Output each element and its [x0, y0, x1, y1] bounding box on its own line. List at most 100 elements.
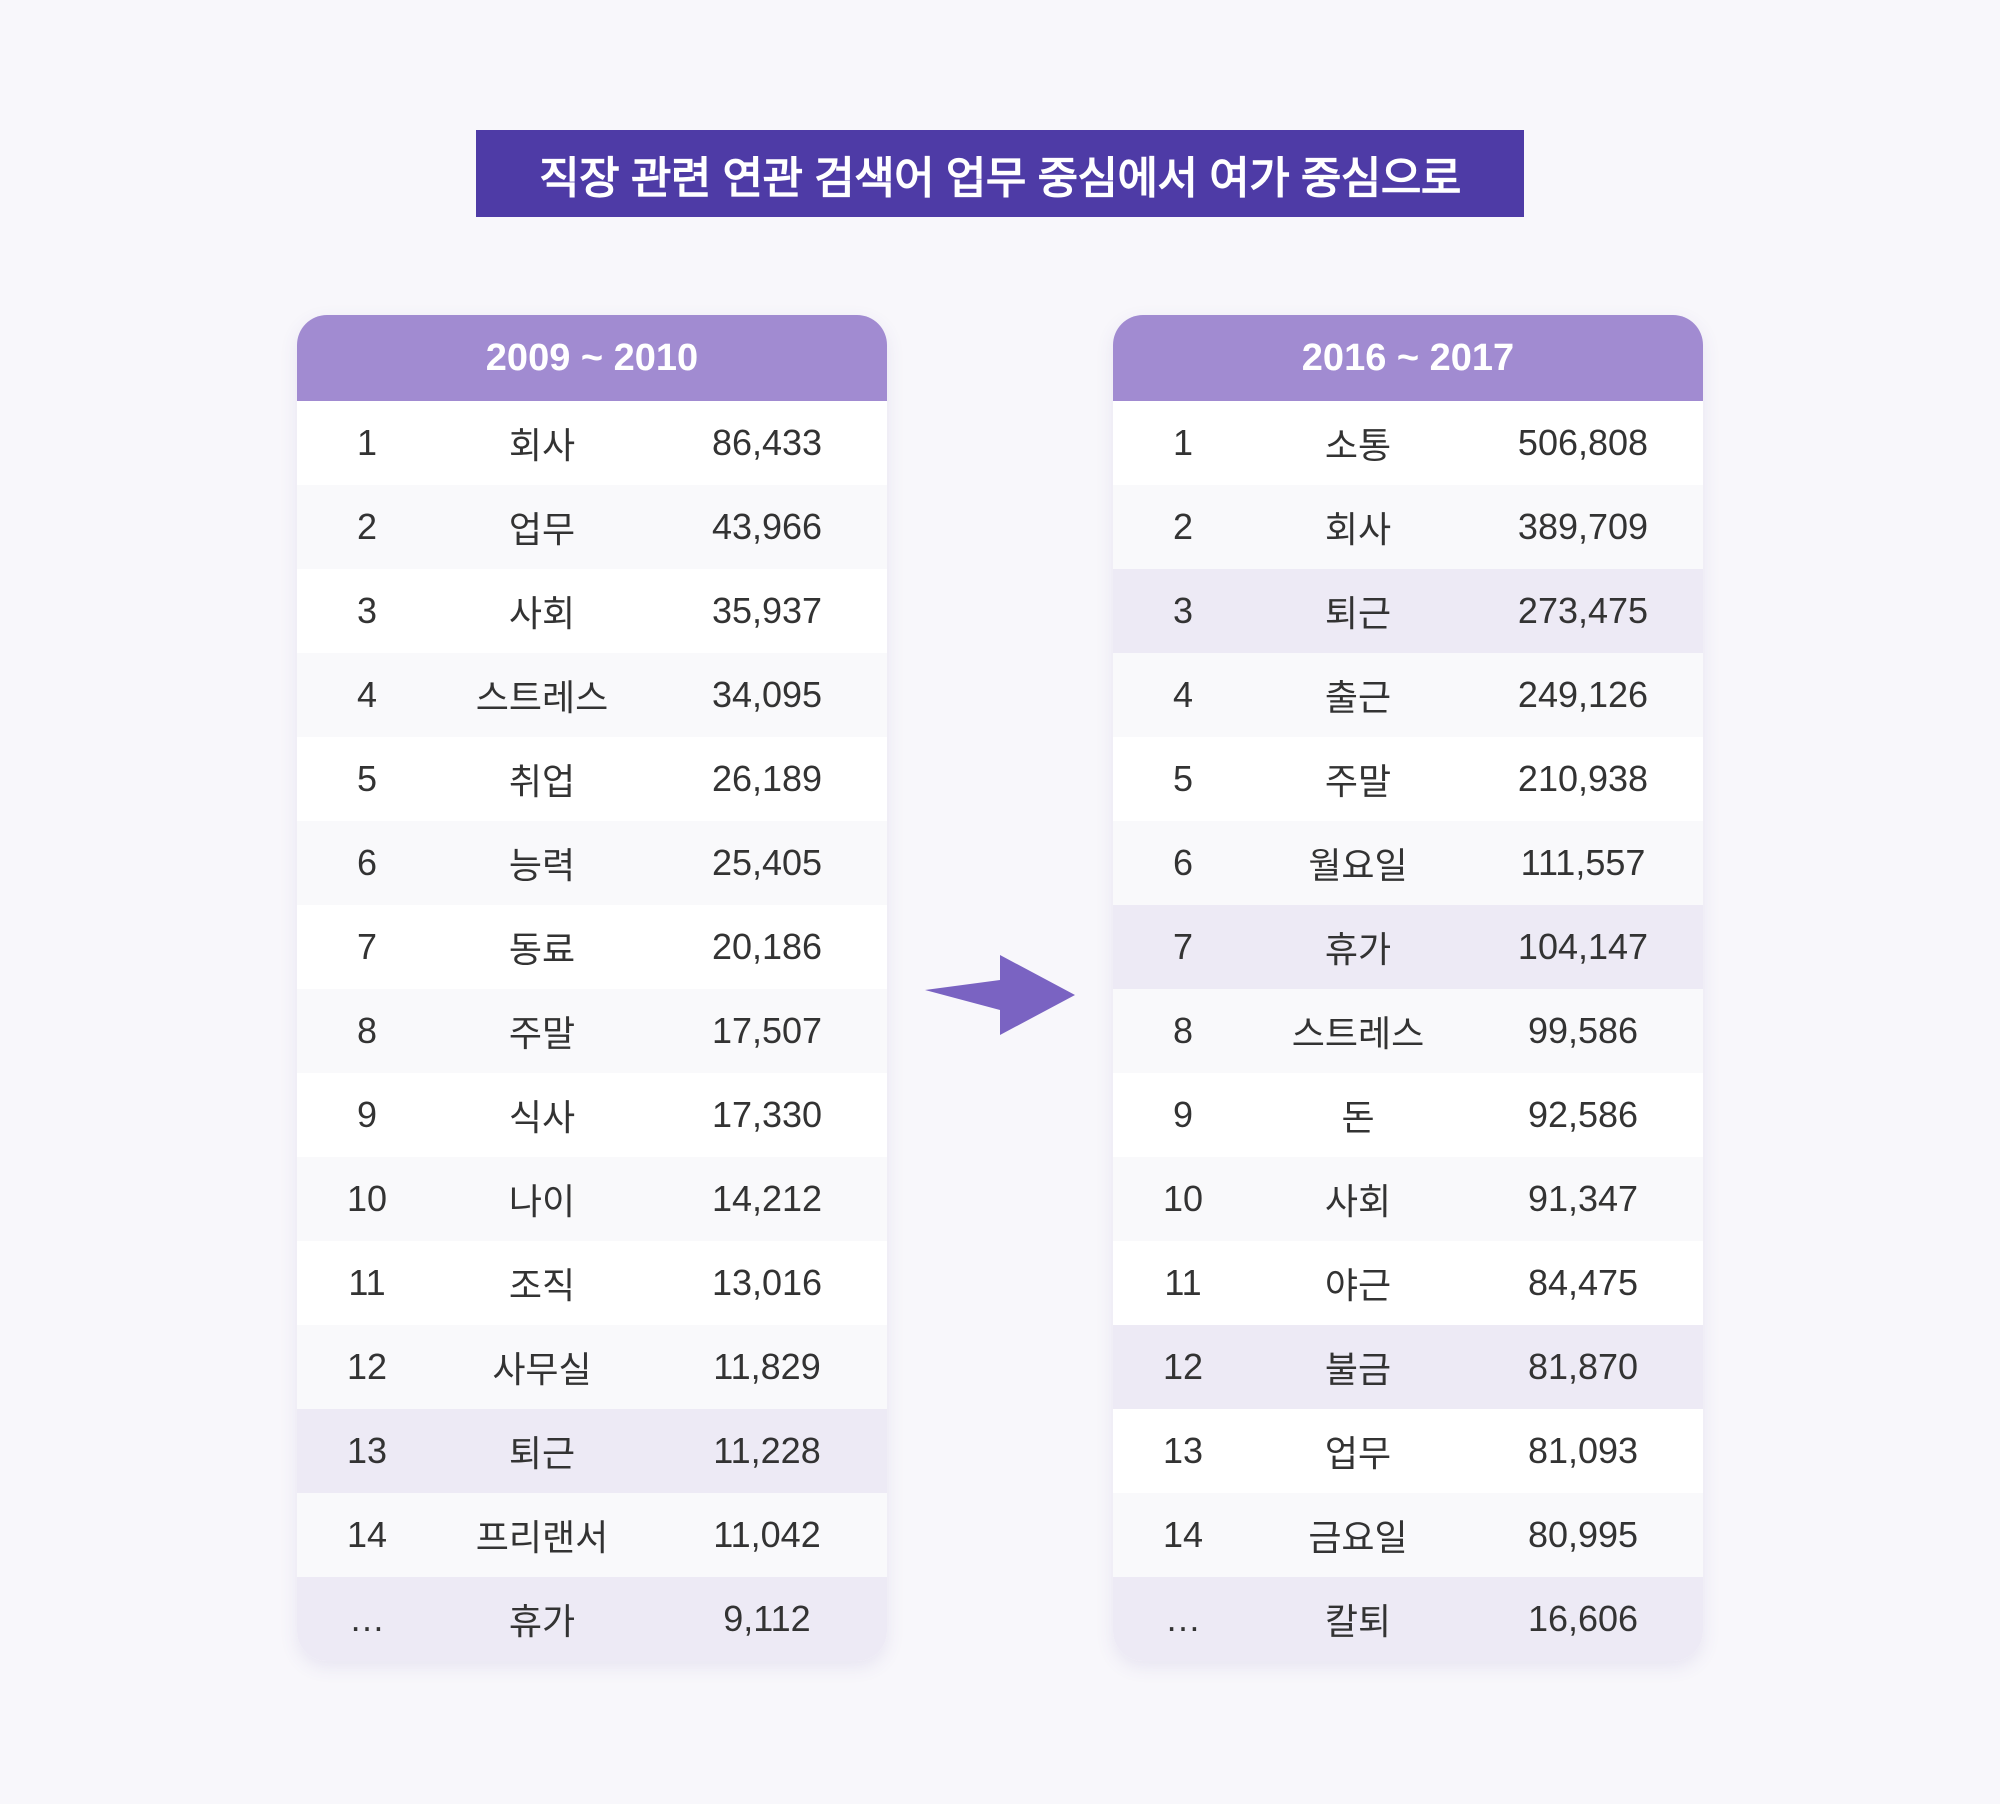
- rank-cell: 1: [1172, 422, 1194, 463]
- table-row: 3 사회 35,937: [297, 569, 887, 653]
- rank-cell: 1: [356, 422, 378, 463]
- rank-cell: 12: [346, 1346, 388, 1387]
- keyword-cell: 업무: [1324, 1433, 1392, 1474]
- table-row-highlighted: 12 불금 81,870: [1113, 1325, 1703, 1409]
- keyword-cell: 불금: [1324, 1349, 1392, 1390]
- table-row-highlighted: 13 퇴근 11,228: [297, 1409, 887, 1493]
- right-arrow-icon: [925, 955, 1075, 1035]
- count-cell: 9,112: [723, 1598, 811, 1639]
- rank-cell: 2: [1172, 506, 1194, 547]
- keyword-cell: 나이: [508, 1181, 576, 1222]
- table-row: 10 나이 14,212: [297, 1157, 887, 1241]
- table-row: 2 업무 43,966: [297, 485, 887, 569]
- keyword-cell: 퇴근: [1324, 593, 1392, 634]
- rank-cell: 14: [346, 1514, 388, 1555]
- keyword-cell: 휴가: [1324, 929, 1392, 970]
- table-row: 11 조직 13,016: [297, 1241, 887, 1325]
- table-row: 6 능력 25,405: [297, 821, 887, 905]
- count-cell: 13,016: [711, 1262, 823, 1303]
- rank-cell: 13: [1162, 1430, 1204, 1471]
- rank-cell: …: [1165, 1598, 1201, 1639]
- count-cell: 84,475: [1527, 1262, 1639, 1303]
- keyword-cell: 출근: [1324, 677, 1392, 718]
- count-cell: 86,433: [711, 422, 823, 463]
- count-cell: 14,212: [711, 1178, 823, 1219]
- table-row: 5 취업 26,189: [297, 737, 887, 821]
- rank-cell: 11: [348, 1262, 386, 1303]
- table-row: 1 회사 86,433: [297, 401, 887, 485]
- rank-cell: 2: [356, 506, 378, 547]
- keyword-cell: 야근: [1324, 1265, 1392, 1306]
- rank-cell: …: [349, 1598, 385, 1639]
- count-cell: 389,709: [1517, 506, 1649, 547]
- count-cell: 210,938: [1517, 758, 1649, 799]
- keyword-cell: 조직: [508, 1265, 576, 1306]
- table-row: 9 식사 17,330: [297, 1073, 887, 1157]
- table-2016-2017: 2016 ~ 2017 1 소통 506,808 2 회사 389,709 3 퇴근 273…: [1113, 315, 1703, 1661]
- count-cell: 81,093: [1527, 1430, 1639, 1471]
- keyword-cell: 취업: [508, 761, 576, 802]
- table-row: 4 출근 249,126: [1113, 653, 1703, 737]
- table-row: 7 동료 20,186: [297, 905, 887, 989]
- table-row: 12 사무실 11,829: [297, 1325, 887, 1409]
- count-cell: 91,347: [1527, 1178, 1639, 1219]
- keyword-cell: 주말: [508, 1013, 576, 1054]
- keyword-cell: 칼퇴: [1324, 1601, 1392, 1642]
- count-cell: 81,870: [1527, 1346, 1639, 1387]
- rank-cell: 10: [346, 1178, 388, 1219]
- keyword-cell: 사회: [508, 593, 576, 634]
- table-row: 9 돈 92,586: [1113, 1073, 1703, 1157]
- keyword-cell: 능력: [508, 845, 576, 886]
- table-row: 4 스트레스 34,095: [297, 653, 887, 737]
- count-cell: 35,937: [711, 590, 823, 631]
- table-body: 1 소통 506,808 2 회사 389,709 3 퇴근 273,475 4 출근 249,…: [1113, 401, 1703, 1661]
- rank-cell: 14: [1162, 1514, 1204, 1555]
- count-cell: 506,808: [1517, 422, 1649, 463]
- count-cell: 11,829: [713, 1346, 821, 1387]
- table-row: 1 소통 506,808: [1113, 401, 1703, 485]
- table-row: 14 금요일 80,995: [1113, 1493, 1703, 1577]
- rank-cell: 7: [1172, 926, 1194, 967]
- keyword-cell: 휴가: [508, 1601, 576, 1642]
- table-row: 10 사회 91,347: [1113, 1157, 1703, 1241]
- count-cell: 104,147: [1517, 926, 1649, 967]
- table-body: 1 회사 86,433 2 업무 43,966 3 사회 35,937 4 스트레스 34,09…: [297, 401, 887, 1661]
- table-header-period: 2009 ~ 2010: [297, 315, 887, 401]
- count-cell: 99,586: [1527, 1010, 1639, 1051]
- count-cell: 25,405: [711, 842, 823, 883]
- keyword-cell: 스트레스: [1291, 1013, 1425, 1054]
- rank-cell: 5: [1172, 758, 1194, 799]
- count-cell: 26,189: [711, 758, 823, 799]
- keyword-cell: 사무실: [492, 1349, 592, 1390]
- keyword-cell: 퇴근: [508, 1433, 576, 1474]
- rank-cell: 3: [1172, 590, 1194, 631]
- rank-cell: 7: [356, 926, 378, 967]
- rank-cell: 12: [1162, 1346, 1204, 1387]
- count-cell: 111,557: [1520, 842, 1646, 883]
- rank-cell: 13: [346, 1430, 388, 1471]
- keyword-cell: 회사: [508, 425, 576, 466]
- table-header-period: 2016 ~ 2017: [1113, 315, 1703, 401]
- rank-cell: 4: [356, 674, 378, 715]
- count-cell: 20,186: [711, 926, 823, 967]
- count-cell: 11,228: [713, 1430, 821, 1471]
- count-cell: 17,330: [711, 1094, 823, 1135]
- keyword-cell: 월요일: [1308, 845, 1408, 886]
- count-cell: 11,042: [713, 1514, 821, 1555]
- rank-cell: 8: [1172, 1010, 1194, 1051]
- table-row: 11 야근 84,475: [1113, 1241, 1703, 1325]
- count-cell: 80,995: [1527, 1514, 1639, 1555]
- keyword-cell: 돈: [1341, 1097, 1375, 1138]
- keyword-cell: 주말: [1324, 761, 1392, 802]
- count-cell: 273,475: [1517, 590, 1649, 631]
- table-row-highlighted: … 휴가 9,112: [297, 1577, 887, 1661]
- table-row: 8 주말 17,507: [297, 989, 887, 1073]
- table-2009-2010: 2009 ~ 2010 1 회사 86,433 2 업무 43,966 3 사회 35,93…: [297, 315, 887, 1661]
- rank-cell: 5: [356, 758, 378, 799]
- table-row-highlighted: … 칼퇴 16,606: [1113, 1577, 1703, 1661]
- count-cell: 92,586: [1527, 1094, 1639, 1135]
- table-row: 2 회사 389,709: [1113, 485, 1703, 569]
- keyword-cell: 프리랜서: [475, 1517, 609, 1558]
- rank-cell: 10: [1162, 1178, 1204, 1219]
- keyword-cell: 소통: [1324, 425, 1392, 466]
